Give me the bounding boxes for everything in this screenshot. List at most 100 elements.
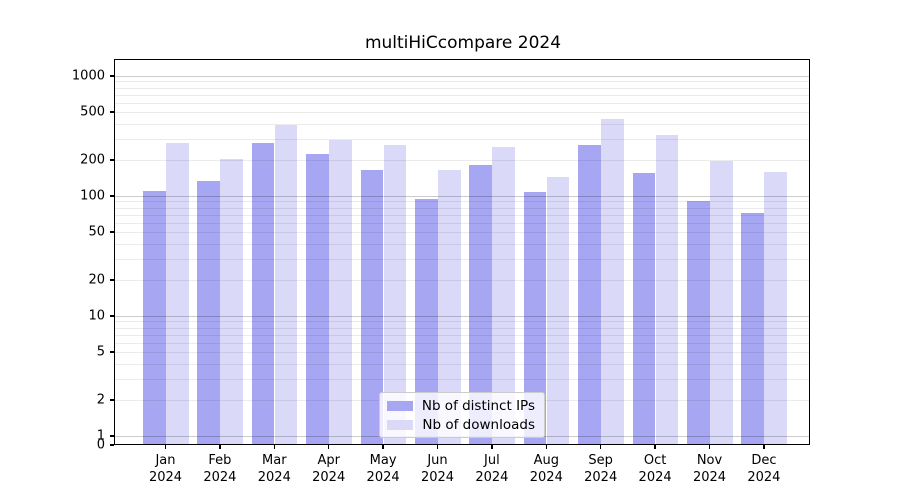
bar-downloads — [166, 142, 189, 445]
bar-distinct-ips — [687, 201, 710, 445]
x-tick-label-year: 2024 — [692, 470, 727, 485]
gridline — [114, 76, 810, 77]
x-tick-label: Dec 2024 — [734, 452, 794, 486]
x-tick-label-year: 2024 — [257, 470, 291, 485]
x-tick-label-year: 2024 — [584, 470, 618, 485]
y-tick-label: 20 — [88, 272, 105, 288]
x-tick-mark — [273, 445, 275, 449]
x-tick-mark — [600, 445, 602, 449]
gridline — [114, 112, 810, 114]
x-tick-label: Mar 2024 — [244, 452, 304, 486]
chart-title: multiHiCcompare 2024 — [364, 33, 562, 53]
bar-distinct-ips — [360, 169, 384, 445]
x-tick-label-year: 2024 — [203, 470, 237, 485]
x-tick-label: Nov 2024 — [680, 452, 740, 486]
y-tick-mark — [110, 435, 114, 437]
x-tick-label: Oct 2024 — [625, 452, 685, 486]
bar-downloads — [438, 169, 461, 445]
gridline — [114, 159, 810, 161]
y-tick-label: 0 — [96, 437, 105, 453]
gridline — [114, 342, 810, 344]
x-tick-label: Jun 2024 — [408, 452, 468, 486]
x-tick-label: Jan 2024 — [136, 452, 196, 486]
x-tick-label: Apr 2024 — [299, 452, 359, 486]
x-tick-label-year: 2024 — [420, 470, 455, 485]
y-tick-label: 1000 — [71, 68, 105, 84]
y-tick-mark — [110, 159, 114, 161]
legend-swatch-distinct-ips-icon — [387, 400, 413, 411]
y-tick-label: 200 — [80, 152, 105, 168]
gridline — [114, 321, 810, 323]
legend-row-downloads: Nb of downloads — [380, 416, 544, 433]
gridline — [114, 123, 810, 125]
bar-downloads — [383, 145, 407, 445]
gridline — [114, 207, 810, 209]
gridline — [114, 279, 810, 281]
x-tick-mark — [491, 445, 493, 449]
x-tick-label-year: 2024 — [638, 470, 672, 485]
gridline — [114, 334, 810, 336]
x-tick-label: Feb 2024 — [190, 452, 250, 486]
legend: Nb of distinct IPs Nb of downloads — [379, 392, 545, 438]
x-tick-label: Aug 2024 — [516, 452, 576, 486]
bar-distinct-ips — [143, 191, 166, 445]
gridline — [114, 201, 810, 203]
y-tick-label: 10 — [88, 308, 105, 324]
y-tick-mark — [110, 351, 114, 353]
y-tick-label: 5 — [96, 344, 105, 360]
bar-distinct-ips — [469, 165, 492, 445]
bar-downloads — [329, 140, 352, 445]
plot-area: Nb of distinct IPs Nb of downloads — [114, 59, 810, 445]
y-tick-mark — [110, 231, 114, 233]
legend-label-downloads: Nb of downloads — [422, 416, 535, 433]
gridline — [114, 214, 810, 216]
bar-distinct-ips — [632, 173, 656, 445]
x-tick-mark — [763, 445, 765, 449]
y-tick-mark — [110, 75, 114, 77]
gridline — [114, 94, 810, 96]
legend-label-distinct-ips: Nb of distinct IPs — [421, 397, 535, 414]
x-tick-label-year: 2024 — [747, 470, 781, 485]
x-tick-label-year: 2024 — [475, 470, 509, 485]
gridline — [114, 81, 810, 83]
legend-row-distinct-ips: Nb of distinct IPs — [380, 397, 544, 414]
y-tick-mark — [110, 399, 114, 401]
x-tick-mark — [164, 445, 167, 449]
y-tick-mark — [110, 279, 114, 281]
x-tick-mark — [708, 445, 711, 449]
y-tick-mark — [110, 315, 114, 317]
x-tick-mark — [328, 445, 330, 449]
gridline — [114, 316, 810, 317]
x-tick-mark — [382, 445, 384, 449]
bar-distinct-ips — [415, 199, 438, 445]
x-tick-label-year: 2024 — [148, 470, 183, 485]
x-tick-mark — [436, 445, 439, 449]
gridline — [114, 232, 810, 234]
gridline — [114, 87, 810, 89]
y-tick-label: 100 — [80, 188, 105, 204]
bar-distinct-ips — [578, 145, 601, 445]
x-tick-label: Sep 2024 — [571, 452, 631, 486]
bar-distinct-ips — [197, 181, 220, 445]
bar-downloads — [274, 125, 298, 445]
x-tick-mark — [219, 445, 221, 449]
gridline — [114, 378, 810, 380]
x-tick-mark — [654, 445, 656, 449]
y-tick-mark — [110, 444, 114, 446]
gridline — [114, 196, 810, 197]
bar-downloads — [764, 171, 787, 445]
gridline — [114, 243, 810, 245]
bar-downloads — [601, 118, 624, 445]
legend-swatch-downloads-icon — [387, 419, 413, 430]
gridline — [114, 102, 810, 104]
bar-downloads — [655, 135, 679, 445]
x-tick-label: Jul 2024 — [462, 452, 522, 486]
bar-downloads — [492, 147, 515, 445]
bar-distinct-ips — [741, 213, 764, 445]
gridline — [114, 363, 810, 365]
gridline — [114, 222, 810, 224]
x-tick-mark — [545, 445, 547, 449]
y-tick-label: 1 — [96, 428, 105, 444]
gridline — [114, 258, 810, 260]
y-tick-label: 2 — [96, 392, 105, 408]
